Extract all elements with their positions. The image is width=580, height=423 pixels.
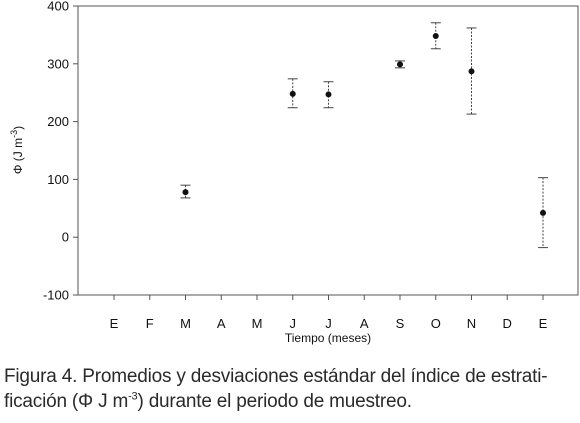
chart: -100 0 100 200 300 400 E F M A M J J A S O N D E Tiempo (…	[0, 0, 580, 345]
caption-line-1: Figura 4. Promedios y desviaciones están…	[4, 366, 547, 387]
x-tick-label: A	[217, 316, 226, 331]
data-point	[326, 91, 332, 97]
x-tick-label: J	[290, 316, 297, 331]
x-tick-label: D	[503, 316, 512, 331]
plot-frame	[78, 6, 578, 295]
caption-line-2-end: ) durante el periodo de muestreo.	[137, 391, 411, 412]
x-tick-label: S	[396, 316, 405, 331]
figure-caption: Figura 4. Promedios y desviaciones están…	[4, 364, 576, 414]
caption-line-2-start: ficación (	[4, 391, 78, 412]
caption-unit: J m	[93, 391, 128, 412]
y-tick-label: 200	[47, 114, 69, 129]
x-tick-label: M	[252, 316, 263, 331]
x-tick-label: O	[431, 316, 441, 331]
x-tick-label: F	[146, 316, 154, 331]
x-axis-label: Tiempo (meses)	[285, 331, 371, 345]
y-tick-label: 100	[47, 172, 69, 187]
data-point	[540, 210, 546, 216]
data-points	[181, 23, 549, 248]
y-tick-label: 0	[62, 230, 69, 245]
x-tick-label: E	[110, 316, 119, 331]
x-tick-label: J	[325, 316, 332, 331]
x-tick-label: M	[180, 316, 191, 331]
y-tick-label: 400	[47, 0, 69, 14]
data-point	[469, 68, 475, 74]
y-axis-label-main: Φ (J m	[11, 138, 25, 174]
x-tick-label: E	[539, 316, 548, 331]
data-point	[183, 189, 189, 195]
data-point	[290, 91, 296, 97]
x-tick-label: A	[360, 316, 369, 331]
y-axis-label-close: )	[11, 126, 25, 130]
y-tick-label: 300	[47, 56, 69, 71]
data-point	[433, 33, 439, 39]
caption-phi-symbol: Φ	[78, 391, 93, 412]
y-axis: -100 0 100 200 300 400	[43, 0, 78, 303]
data-point	[397, 61, 403, 67]
y-axis-label-exponent: -3	[9, 130, 19, 138]
y-axis-label: Φ (J m-3)	[9, 126, 25, 174]
x-tick-label: N	[467, 316, 476, 331]
y-tick-label: -100	[43, 288, 69, 303]
